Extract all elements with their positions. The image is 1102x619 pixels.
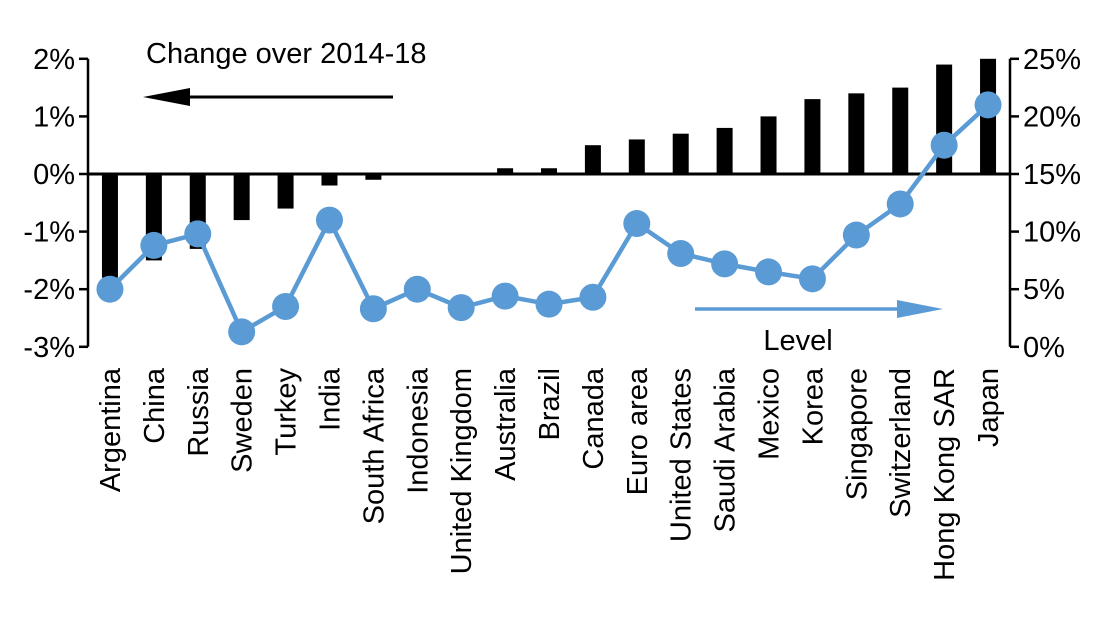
left-axis-tick-label: 0% (33, 159, 75, 191)
bar-Sweden (233, 174, 250, 221)
category-label-India: India (314, 367, 346, 431)
left-series-title: Change over 2014-18 (146, 38, 427, 70)
level-dot-Australia (491, 282, 519, 310)
bar-India (321, 174, 338, 186)
category-label-Brazil: Brazil (534, 368, 566, 441)
bar-Singapore (848, 93, 865, 174)
right-axis-tick-label: 5% (1023, 274, 1065, 306)
left-axis-tick-label: -3% (23, 332, 75, 364)
bar-United States (672, 133, 689, 174)
category-label-Saudi Arabia: Saudi Arabia (710, 367, 742, 532)
level-dot-Korea (798, 265, 826, 293)
bar-Saudi Arabia (716, 127, 733, 174)
level-dot-Canada (579, 283, 607, 311)
right-axis-tick-label: 0% (1023, 332, 1065, 364)
category-label-Australia: Australia (490, 367, 522, 481)
category-label-Turkey: Turkey (271, 368, 303, 456)
right-axis-tick-label: 15% (1023, 159, 1081, 191)
left-axis-tick-label: 2% (33, 44, 75, 76)
right-series-title: Level (763, 325, 833, 357)
category-label-China: China (139, 367, 171, 444)
level-dot-United States (667, 239, 695, 267)
bar-Australia (497, 168, 514, 174)
level-dot-Japan (974, 91, 1002, 119)
category-label-Switzerland: Switzerland (885, 368, 917, 518)
bar-Canada (584, 145, 601, 174)
bar-Switzerland (892, 87, 909, 174)
level-dot-Turkey (272, 292, 300, 320)
category-label-Argentina: Argentina (95, 367, 127, 492)
level-dot-Singapore (842, 221, 870, 249)
left-axis-tick-label: -1% (23, 217, 75, 249)
category-label-Euro area: Euro area (622, 367, 654, 495)
bar-Turkey (277, 174, 294, 209)
level-dot-Sweden (228, 318, 256, 346)
level-dot-Euro area (623, 210, 651, 238)
category-label-Sweden: Sweden (227, 368, 259, 473)
category-label-Mexico: Mexico (754, 368, 786, 460)
level-dot-Hong Kong SAR (930, 131, 958, 159)
bar-South Africa (365, 174, 382, 180)
bar-Euro area (628, 139, 645, 174)
left-axis-tick-label: -2% (23, 274, 75, 306)
level-dot-Saudi Arabia (711, 250, 739, 278)
category-label-Indonesia: Indonesia (402, 367, 434, 494)
right-axis-tick-label: 10% (1023, 217, 1081, 249)
category-label-United Kingdom: United Kingdom (446, 368, 478, 574)
level-dot-Brazil (535, 290, 563, 318)
category-label-Japan: Japan (973, 368, 1005, 447)
bar-Mexico (760, 116, 777, 174)
bar-Argentina (101, 174, 118, 278)
level-arrow-head-right (897, 300, 943, 318)
level-dot-Mexico (755, 258, 783, 286)
level-dot-United Kingdom (447, 294, 475, 322)
category-label-Singapore: Singapore (841, 368, 873, 500)
level-dot-Argentina (96, 275, 124, 303)
category-label-United States: United States (666, 368, 698, 542)
bar-Korea (804, 99, 821, 174)
category-label-Russia: Russia (183, 367, 215, 457)
left-axis-tick-label: 1% (33, 101, 75, 133)
category-label-South Africa: South Africa (358, 367, 390, 524)
category-label-Hong Kong SAR: Hong Kong SAR (929, 368, 961, 581)
level-dot-Indonesia (403, 275, 431, 303)
bar-Brazil (541, 168, 557, 174)
level-dot-China (140, 231, 168, 259)
category-label-Canada: Canada (578, 367, 610, 469)
level-dot-South Africa (359, 295, 387, 323)
right-axis-tick-label: 25% (1023, 44, 1081, 76)
change-arrow-head-left (143, 88, 190, 106)
right-axis-tick-label: 20% (1023, 101, 1081, 133)
level-dot-India (315, 206, 343, 234)
category-label-Korea: Korea (797, 367, 829, 445)
level-dot-Russia (184, 220, 212, 248)
level-dot-Switzerland (886, 190, 914, 218)
